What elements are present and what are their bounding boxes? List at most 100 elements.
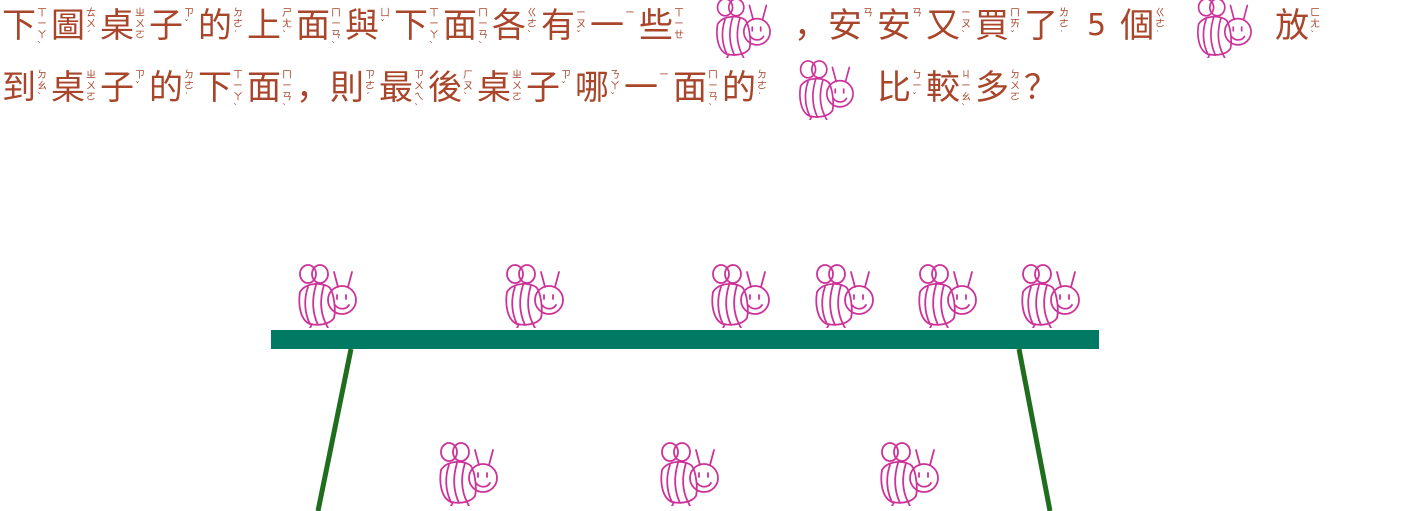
question-line-1: 下ㄒㄧㄚˋ 圖ㄊㄨˊ 桌ㄓㄨㄛ子ㄗˇ 的ㄉㄜ˙ 上ㄕㄤˋ 面ㄇㄧㄢˋ 與ㄩˇ 下ㄒㄧㄚˋ 面ㄇㄧ… xyxy=(2,2,1324,58)
table-leg-left xyxy=(315,348,354,511)
zhuyin: ㄢ xyxy=(863,8,873,19)
zhuyin: ㄢ xyxy=(912,8,922,19)
bee-icon xyxy=(789,60,859,120)
hanzi: 哪 xyxy=(575,68,609,108)
zhuyin: ㄧㄡˇ xyxy=(576,8,586,41)
hanzi: 一 xyxy=(624,68,658,108)
zhuyin: ㄈㄤˋ xyxy=(1310,8,1321,41)
question-char: 放ㄈㄤˋ xyxy=(1275,2,1322,50)
zhuyin: ㄓㄨㄛ xyxy=(512,70,522,103)
question-char: 後ㄏㄡˋ xyxy=(428,64,475,112)
number-five: 5 xyxy=(1087,8,1107,43)
zhuyin: ㄗㄨㄟˋ xyxy=(414,70,424,114)
hanzi: 多 xyxy=(975,68,1009,108)
zhuyin: ㄊㄨˊ xyxy=(86,8,96,41)
zhuyin: ㄇㄞˇ xyxy=(1010,8,1020,41)
hanzi: 面 xyxy=(247,68,281,108)
question-char: 面ㄇㄧㄢˋ xyxy=(443,2,490,52)
zhuyin: ㄇㄧㄢˋ xyxy=(331,8,341,52)
bee-icon xyxy=(439,442,498,506)
hanzi: 下 xyxy=(2,6,36,46)
zhuyin: ㄉㄜ˙ xyxy=(184,70,194,103)
bee-icon xyxy=(505,264,564,328)
hanzi: 後 xyxy=(428,68,462,108)
zhuyin: ㄒㄧㄚˋ xyxy=(233,70,243,114)
zhuyin: ㄗˇ xyxy=(561,70,571,92)
zhuyin: ㄧ xyxy=(659,70,669,81)
bees-on-table xyxy=(298,264,1080,328)
question-line-2: 到ㄉㄠˋ 桌ㄓㄨㄛ子ㄗˇ 的ㄉㄜ˙ 下ㄒㄧㄚˋ 面ㄇㄧㄢˋ，則ㄗㄜˊ 最ㄗㄨㄟˋ 後ㄏㄡˋ 桌… xyxy=(2,64,1058,120)
bee-icon xyxy=(706,0,776,58)
bee-icon xyxy=(298,264,357,328)
question-char: 的ㄉㄜ˙ xyxy=(722,64,769,112)
hanzi: 的 xyxy=(198,6,232,46)
question-char: 與ㄩˇ xyxy=(345,2,392,50)
zhuyin: ㄗˇ xyxy=(184,8,194,30)
hanzi: 面 xyxy=(673,68,707,108)
bee-icon xyxy=(918,264,977,328)
question-char: 多ㄉㄨㄛ xyxy=(975,64,1022,112)
question-char: 個ㄍㄜ˙ xyxy=(1120,2,1167,50)
zhuyin: ㄍㄜ˙ xyxy=(1155,8,1166,41)
zhuyin: ㄌㄜ˙ xyxy=(1059,8,1069,41)
zhuyin: ㄉㄨㄛ xyxy=(1010,70,1020,103)
question-char: 一ㄧ xyxy=(624,64,671,112)
hanzi: 桌 xyxy=(100,6,134,46)
zhuyin: ㄕㄤˋ xyxy=(282,8,292,41)
question-char: 比ㄅㄧˇ xyxy=(877,64,924,112)
hanzi: 了 xyxy=(1024,6,1058,46)
hanzi: 上 xyxy=(247,6,281,46)
bees-under-table xyxy=(439,442,939,506)
zhuyin: ㄒㄧㄝ xyxy=(674,8,684,41)
hanzi: 到 xyxy=(2,68,36,108)
zhuyin: ㄒㄧㄚˋ xyxy=(37,8,47,52)
table-icon xyxy=(271,330,1099,511)
question-char: 桌ㄓㄨㄛ xyxy=(477,64,524,112)
question-text: 下ㄒㄧㄚˋ 圖ㄊㄨˊ 桌ㄓㄨㄛ子ㄗˇ 的ㄉㄜ˙ 上ㄕㄤˋ 面ㄇㄧㄢˋ 與ㄩˇ 下ㄒㄧㄚˋ 面ㄇㄧ… xyxy=(0,0,1417,150)
zhuyin: ㄗㄜˊ xyxy=(365,70,375,103)
hanzi: 些 xyxy=(639,6,673,46)
question-char: 最ㄗㄨㄟˋ xyxy=(379,64,426,114)
question-char: 的ㄉㄜ˙ xyxy=(198,2,245,50)
bee-icon xyxy=(711,264,770,328)
table-scene-svg xyxy=(271,264,1099,511)
zhuyin: ㄉㄠˋ xyxy=(37,70,47,103)
question-char: 買ㄇㄞˇ xyxy=(975,2,1022,50)
bee-icon xyxy=(1187,0,1257,58)
hanzi: 各 xyxy=(492,6,526,46)
hanzi: 放 xyxy=(1275,6,1310,46)
table-leg-right xyxy=(1016,348,1053,511)
hanzi: 個 xyxy=(1120,6,1155,46)
question-char: 則ㄗㄜˊ xyxy=(330,64,377,112)
zhuyin: ㄓㄨㄛ xyxy=(135,8,145,41)
question-char: 面ㄇㄧㄢˋ xyxy=(673,64,720,114)
bee-icon xyxy=(815,264,874,328)
hanzi: 比 xyxy=(877,68,911,108)
bee-icon xyxy=(660,442,719,506)
punctuation: ， xyxy=(794,6,828,46)
question-char: 桌ㄓㄨㄛ xyxy=(51,64,98,112)
hanzi: 又 xyxy=(926,6,960,46)
hanzi: 圖 xyxy=(51,6,85,46)
table-scene xyxy=(0,150,1417,511)
punctuation: ， xyxy=(296,68,330,108)
question-char: 面ㄇㄧㄢˋ xyxy=(247,64,294,114)
punctuation: ？ xyxy=(1024,68,1058,108)
hanzi: 一 xyxy=(590,6,624,46)
question-char: 上ㄕㄤˋ xyxy=(247,2,294,50)
question-char: 到ㄉㄠˋ xyxy=(2,64,49,112)
hanzi: 最 xyxy=(379,68,413,108)
question-char: 些ㄒㄧㄝ xyxy=(639,2,686,50)
zhuyin: ㄐㄧㄠˋ xyxy=(961,70,971,114)
zhuyin: ㄇㄧㄢˋ xyxy=(282,70,292,114)
question-char: 各ㄍㄜˋ xyxy=(492,2,539,50)
hanzi: 較 xyxy=(926,68,960,108)
table-top xyxy=(271,330,1099,349)
hanzi: 面 xyxy=(296,6,330,46)
question-char: 面ㄇㄧㄢˋ xyxy=(296,2,343,52)
zhuyin: ㄇㄧㄢˋ xyxy=(478,8,488,52)
question-char: 又ㄧㄡˋ xyxy=(926,2,973,50)
hanzi: 買 xyxy=(975,6,1009,46)
hanzi: 安 xyxy=(877,6,911,46)
question-char: 哪ㄋㄚˇ xyxy=(575,64,622,112)
